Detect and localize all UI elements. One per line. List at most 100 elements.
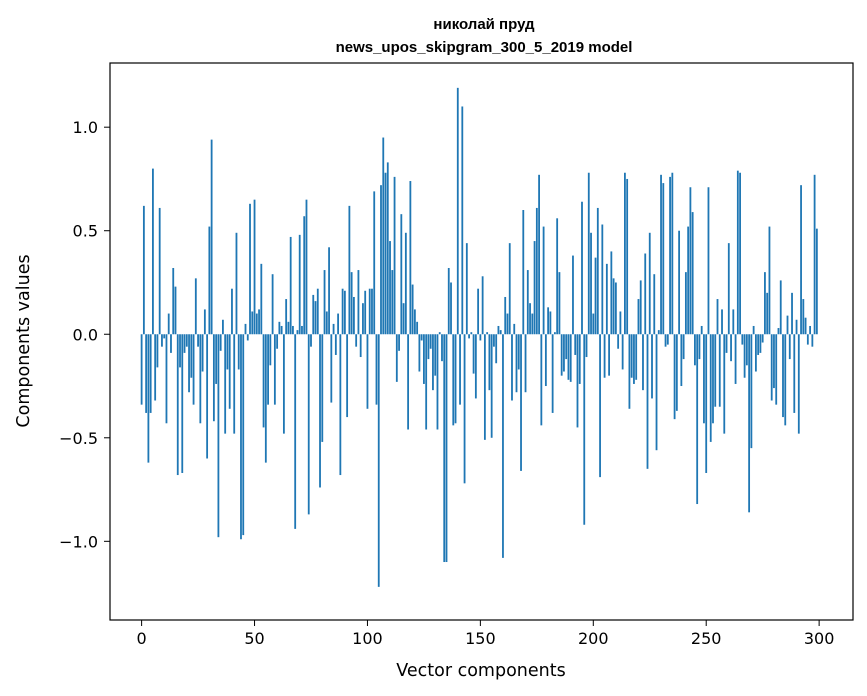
bar-57	[269, 334, 272, 366]
bar-113	[395, 334, 398, 382]
bar-276	[764, 272, 766, 335]
bar-189	[567, 334, 570, 380]
bar-24	[194, 278, 197, 335]
bar-50	[253, 199, 256, 335]
bar-108	[384, 172, 387, 335]
bar-283	[779, 280, 782, 335]
bar-168	[520, 334, 522, 471]
bar-197	[585, 334, 588, 358]
bar-114	[398, 334, 400, 351]
bar-259	[725, 334, 728, 353]
bar-52	[258, 309, 260, 335]
bar-177	[540, 334, 543, 426]
y-axis-label: Components values	[14, 254, 34, 427]
bar-286	[786, 315, 789, 335]
bar-73	[305, 199, 308, 335]
bar-124	[420, 334, 423, 341]
bar-26	[199, 334, 202, 424]
bar-206	[605, 263, 608, 335]
bar-58	[271, 274, 274, 335]
bar-23	[192, 334, 195, 405]
bar-192	[574, 334, 577, 355]
bar-145	[468, 334, 470, 339]
bar-96	[357, 270, 360, 335]
bar-51	[255, 313, 258, 335]
bar-0	[140, 334, 143, 405]
bar-196	[583, 334, 586, 525]
bar-268	[745, 334, 748, 366]
bar-257	[721, 309, 723, 335]
plot-frame	[109, 62, 854, 621]
bar-165	[513, 323, 516, 335]
bar-128	[429, 334, 432, 349]
bar-18	[181, 334, 184, 473]
bar-41	[233, 334, 236, 434]
x-axis-label: Vector components	[396, 661, 565, 681]
bar-266	[741, 334, 744, 345]
bar-37	[224, 334, 227, 434]
bar-106	[380, 185, 382, 335]
bar-125	[423, 334, 425, 384]
bar-184	[556, 218, 559, 335]
x-tick-label-1: 50	[244, 629, 264, 648]
bar-294	[804, 317, 807, 335]
bar-123	[418, 334, 421, 372]
bar-16	[176, 334, 179, 476]
bar-76	[312, 294, 315, 335]
bar-186	[560, 334, 563, 376]
bar-110	[389, 241, 391, 335]
bar-159	[499, 330, 502, 335]
bar-133	[441, 334, 443, 362]
bar-71	[301, 325, 303, 335]
x-tick-label-4: 200	[578, 629, 609, 648]
bar-59	[273, 334, 276, 405]
bar-295	[806, 334, 809, 345]
bar-245	[694, 334, 696, 366]
bar-203	[599, 334, 601, 478]
bar-109	[386, 162, 389, 335]
bar-154	[488, 334, 491, 391]
bar-170	[524, 334, 527, 393]
bar-175	[535, 207, 538, 335]
bar-254	[714, 334, 717, 407]
bar-173	[531, 313, 534, 335]
bar-265	[739, 172, 741, 335]
bar-272	[754, 334, 757, 372]
bar-21	[188, 334, 190, 393]
bar-214	[624, 172, 626, 335]
bar-10	[163, 334, 166, 339]
bar-258	[723, 334, 726, 434]
bar-221	[639, 280, 642, 335]
bar-148	[474, 334, 477, 399]
bar-77	[314, 301, 317, 335]
bar-162	[506, 313, 509, 335]
bar-34	[217, 334, 220, 538]
y-tick-label-3: 0.5	[73, 222, 98, 241]
bar-289	[793, 334, 796, 413]
bar-290	[795, 319, 798, 335]
x-tick-label-2: 100	[352, 629, 383, 648]
bar-101	[368, 288, 371, 335]
bar-296	[809, 325, 811, 335]
bar-222	[642, 334, 644, 391]
bar-100	[366, 334, 369, 409]
bar-256	[718, 334, 721, 407]
bar-261	[730, 334, 732, 362]
bar-262	[732, 309, 735, 335]
bar-247	[698, 334, 701, 360]
bar-105	[377, 334, 380, 587]
bar-90	[343, 290, 346, 335]
bar-169	[522, 210, 525, 335]
bar-25	[197, 334, 199, 347]
bar-136	[447, 267, 450, 335]
bar-54	[262, 334, 265, 428]
bar-48	[249, 203, 251, 335]
bar-239	[680, 334, 683, 387]
bar-98	[362, 303, 364, 335]
bar-198	[587, 172, 590, 335]
bar-45	[242, 334, 245, 536]
bar-8	[158, 207, 161, 335]
bar-241	[684, 272, 687, 335]
bar-220	[637, 299, 640, 335]
bar-199	[590, 232, 592, 335]
